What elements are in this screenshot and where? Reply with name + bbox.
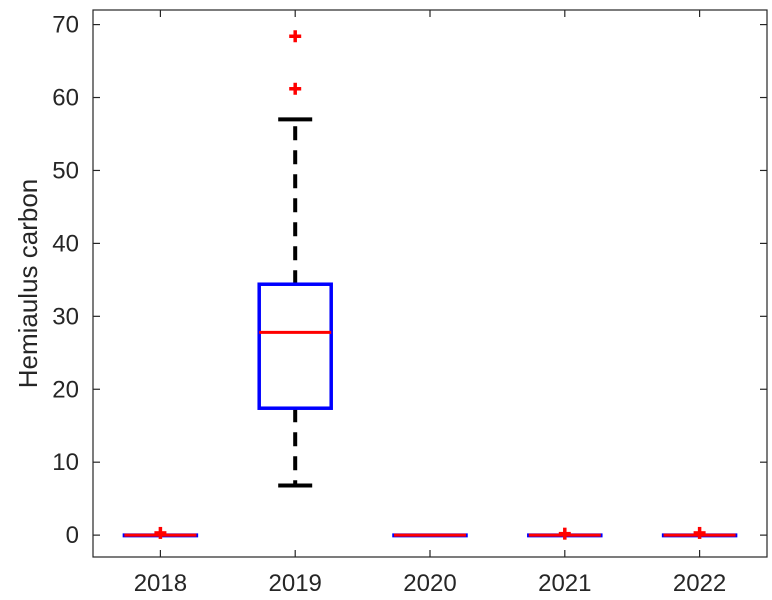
y-tick-label: 60 bbox=[52, 85, 79, 112]
y-axis-title: Hemiaulus carbon bbox=[13, 179, 43, 389]
box-2019 bbox=[257, 282, 333, 410]
x-tick-label: 2019 bbox=[269, 570, 322, 597]
y-tick-label: 20 bbox=[52, 376, 79, 403]
x-tick-label: 2020 bbox=[403, 570, 456, 597]
x-tick-label: 2018 bbox=[134, 570, 187, 597]
y-tick-label: 10 bbox=[52, 449, 79, 476]
plot-frame bbox=[92, 9, 768, 558]
y-tick-label: 0 bbox=[66, 522, 79, 549]
y-tick-label: 30 bbox=[52, 303, 79, 330]
y-tick-label: 40 bbox=[52, 230, 79, 257]
y-tick-label: 70 bbox=[52, 12, 79, 39]
x-tick-label: 2021 bbox=[538, 570, 591, 597]
y-tick-label: 50 bbox=[52, 157, 79, 184]
x-tick-label: 2022 bbox=[673, 570, 726, 597]
